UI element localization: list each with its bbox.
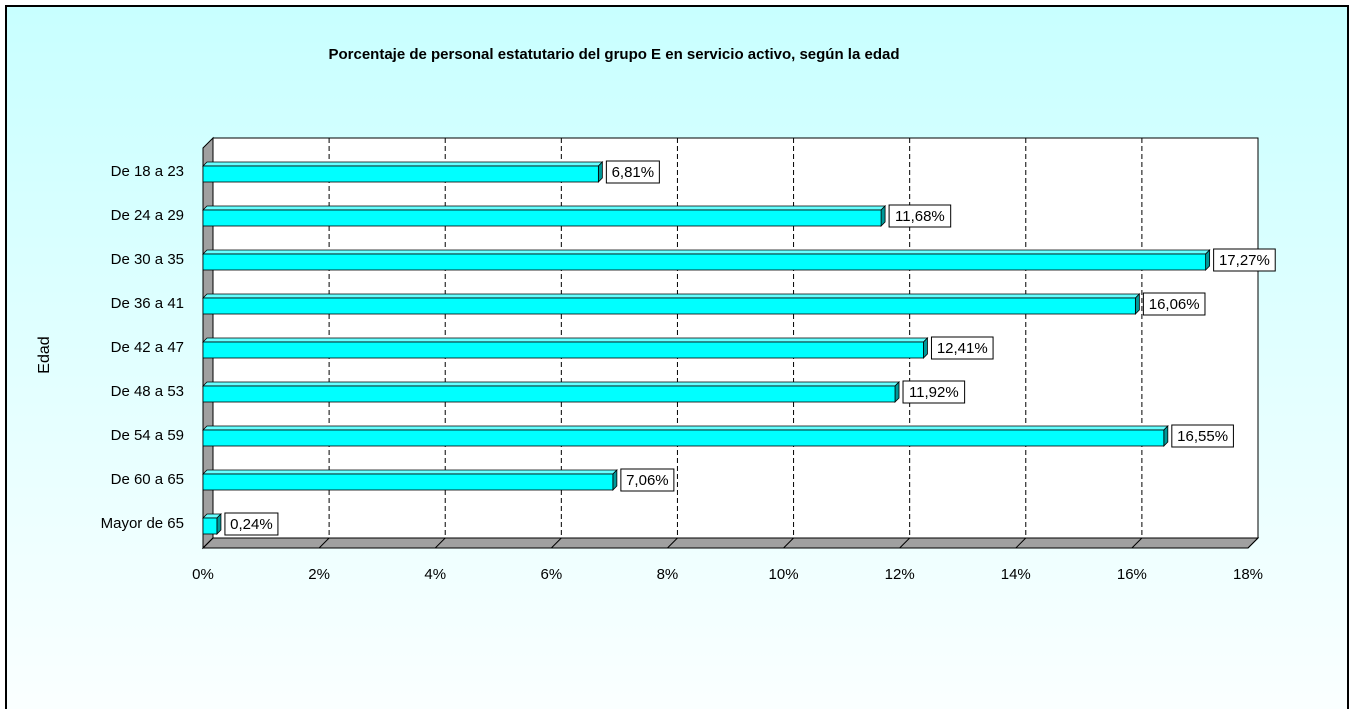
data-label-box xyxy=(902,380,966,404)
bar-side xyxy=(597,161,603,183)
y-tick-label: De 54 a 59 xyxy=(111,427,184,444)
x-tick-label: 18% xyxy=(1233,566,1263,583)
y-tick-label: De 24 a 29 xyxy=(111,207,184,224)
bar-side xyxy=(1134,293,1140,315)
bar-side xyxy=(1205,249,1211,271)
x-tick xyxy=(550,537,562,549)
bar-side xyxy=(1163,425,1169,447)
bar-top xyxy=(202,425,1169,431)
x-tick-label: 10% xyxy=(769,566,799,583)
x-tick xyxy=(899,537,911,549)
y-tick-label: De 18 a 23 xyxy=(111,163,184,180)
data-label-box xyxy=(605,160,660,184)
bar-top xyxy=(202,161,604,167)
bar xyxy=(202,297,1136,315)
y-tick-label: De 48 a 53 xyxy=(111,383,184,400)
x-tick-label: 0% xyxy=(192,566,214,583)
bar-side xyxy=(923,337,928,359)
x-tick xyxy=(667,537,678,549)
chart-title: Porcentaje de personal estatutario del g… xyxy=(328,46,899,63)
bar xyxy=(202,385,896,403)
y-tick-label: De 42 a 47 xyxy=(111,339,184,356)
bar xyxy=(202,165,599,183)
bar-side xyxy=(880,205,886,227)
data-label-box xyxy=(224,512,279,536)
x-tick-label: 4% xyxy=(424,566,446,583)
x-tick-label: 8% xyxy=(657,566,679,583)
bar-top xyxy=(202,337,929,343)
x-tick-label: 12% xyxy=(885,566,915,583)
data-label-box xyxy=(1213,248,1276,272)
y-tick-label: Mayor de 65 xyxy=(101,515,184,532)
bar xyxy=(202,517,218,535)
data-label-box xyxy=(888,204,952,228)
bar xyxy=(202,473,614,491)
bar-top xyxy=(202,469,618,475)
floor xyxy=(201,537,1260,549)
data-label: 11,92% xyxy=(909,384,959,401)
data-label-box xyxy=(620,468,675,492)
data-label-box xyxy=(1171,424,1234,448)
x-tick-label: 14% xyxy=(1001,566,1031,583)
x-tick-label: 2% xyxy=(308,566,330,583)
y-axis-title: Edad xyxy=(36,336,53,373)
data-label: 6,81% xyxy=(612,164,655,181)
data-label: 16,55% xyxy=(1177,428,1228,445)
y-tick-label: De 60 a 65 xyxy=(111,471,184,488)
data-label: 11,68% xyxy=(895,208,945,225)
bar xyxy=(202,429,1165,447)
bar-top xyxy=(202,205,887,211)
bar-top xyxy=(202,381,900,387)
bar-side xyxy=(216,513,222,535)
data-label: 16,06% xyxy=(1149,296,1200,313)
x-tick xyxy=(434,537,446,549)
data-label: 17,27% xyxy=(1219,252,1270,269)
data-label-box xyxy=(930,336,994,360)
x-tick-label: 16% xyxy=(1117,566,1147,583)
data-label: 7,06% xyxy=(626,472,669,489)
x-tick xyxy=(202,537,214,549)
x-tick xyxy=(1015,537,1027,549)
data-label: 0,24% xyxy=(230,516,273,533)
data-label: 12,41% xyxy=(937,340,988,357)
x-tick-label: 6% xyxy=(540,566,562,583)
data-label-box xyxy=(1142,292,1206,316)
x-tick xyxy=(1247,537,1259,549)
x-tick xyxy=(1131,537,1143,549)
bar-top xyxy=(202,293,1141,299)
bar xyxy=(202,341,924,359)
bar xyxy=(202,209,882,227)
bar-side xyxy=(894,381,900,403)
bar-top xyxy=(202,249,1211,255)
x-tick xyxy=(783,537,794,549)
bar xyxy=(202,253,1207,271)
bar-side xyxy=(612,469,618,491)
y-tick-label: De 36 a 41 xyxy=(111,295,184,312)
y-tick-label: De 30 a 35 xyxy=(111,251,184,268)
x-tick xyxy=(318,537,330,549)
